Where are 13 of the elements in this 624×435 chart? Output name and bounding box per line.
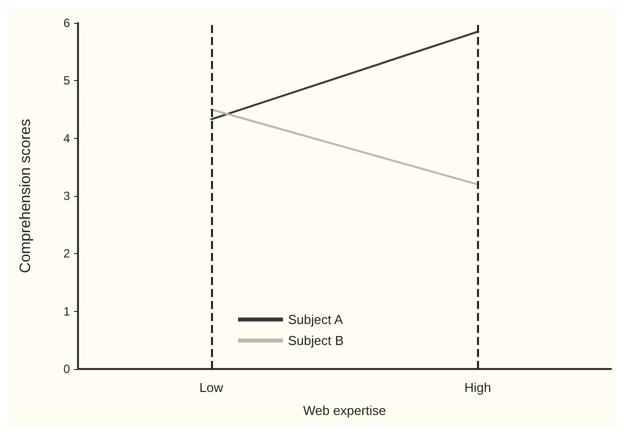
- y-tick-label: 0: [63, 362, 70, 376]
- x-tick-label: Low: [199, 380, 224, 395]
- y-tick-label: 6: [63, 16, 70, 30]
- legend-label: Subject B: [288, 333, 344, 348]
- y-tick-label: 2: [63, 246, 70, 261]
- y-tick-label: 4: [63, 131, 70, 146]
- y-tick-label: 3: [63, 189, 70, 203]
- legend-label: Subject A: [288, 312, 344, 327]
- y-tick-label: 1: [63, 304, 70, 318]
- y-axis-title: Comprehension scores: [17, 118, 34, 274]
- x-tick-label: High: [464, 380, 492, 395]
- x-axis-title: Web expertise: [303, 403, 386, 418]
- y-tick-label: 5: [63, 74, 70, 88]
